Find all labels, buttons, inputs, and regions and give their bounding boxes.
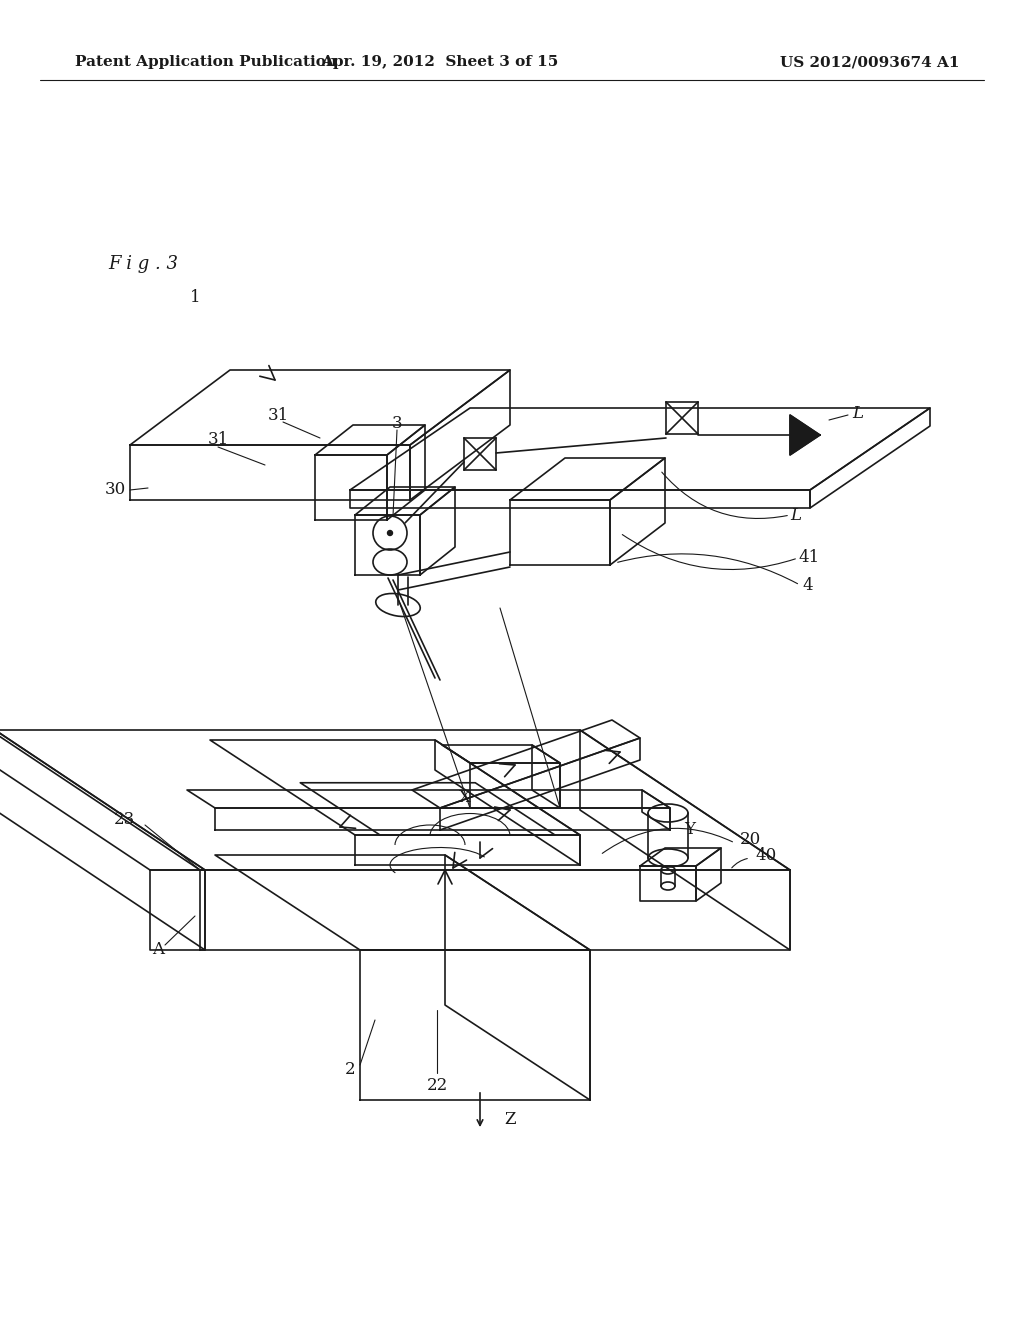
Text: 3: 3 [392, 414, 402, 432]
Text: 22: 22 [426, 1077, 447, 1093]
Text: X: X [459, 788, 471, 805]
Text: 4: 4 [802, 577, 813, 594]
FancyArrowPatch shape [732, 858, 748, 867]
Text: 1: 1 [189, 289, 201, 306]
Text: US 2012/0093674 A1: US 2012/0093674 A1 [780, 55, 961, 69]
Text: A: A [152, 941, 164, 958]
Text: Patent Application Publication: Patent Application Publication [75, 55, 337, 69]
FancyArrowPatch shape [617, 554, 798, 583]
Text: 2: 2 [344, 1061, 355, 1078]
Text: Y: Y [684, 821, 695, 838]
Text: 23: 23 [114, 812, 135, 829]
Text: L: L [790, 507, 801, 524]
Text: F i g . 3: F i g . 3 [108, 255, 178, 273]
Text: Apr. 19, 2012  Sheet 3 of 15: Apr. 19, 2012 Sheet 3 of 15 [322, 55, 559, 69]
Text: 41: 41 [798, 549, 819, 566]
Text: 30: 30 [104, 482, 126, 499]
Text: 20: 20 [740, 832, 761, 849]
FancyArrowPatch shape [602, 829, 732, 854]
Text: L: L [852, 404, 863, 421]
FancyArrowPatch shape [623, 535, 796, 569]
Text: 31: 31 [208, 432, 228, 449]
FancyArrowPatch shape [662, 473, 787, 519]
Text: 31: 31 [267, 407, 289, 424]
Ellipse shape [387, 531, 392, 536]
Polygon shape [790, 414, 820, 455]
Text: 40: 40 [755, 846, 776, 863]
Text: Z: Z [504, 1111, 516, 1129]
